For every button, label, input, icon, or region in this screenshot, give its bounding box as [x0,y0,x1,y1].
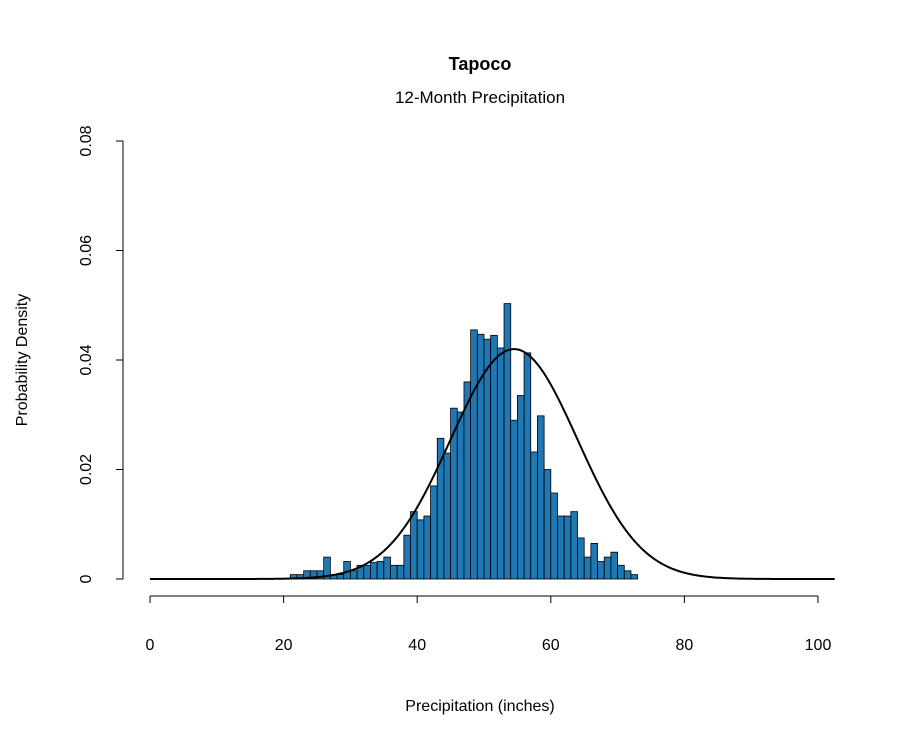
histogram-bar [403,534,411,580]
histogram-bar [603,556,612,580]
histogram-bar [470,329,478,580]
y-tick-label: 0.02 [78,454,95,485]
y-tick-label: 0.04 [78,344,95,375]
histogram-bar [537,415,545,580]
histogram-bar [523,352,532,580]
x-axis-label: Precipitation (inches) [405,698,554,715]
x-tick-label: 80 [676,637,694,654]
histogram-bar [483,338,492,580]
y-tick-label: 0.06 [78,235,95,266]
histogram-bar [456,411,465,580]
histogram-bar [597,561,605,580]
x-tick-label: 100 [805,637,832,654]
x-axis: 0 20 40 60 80 100 [146,595,832,654]
histogram-bar [443,452,452,580]
histogram-bar [510,419,518,580]
x-tick-label: 40 [408,637,426,654]
histogram-bar [463,381,472,580]
histogram-bar [577,537,585,580]
histogram-bar [390,564,398,580]
x-tick-label: 0 [146,637,155,654]
histogram-bar [323,556,331,580]
x-tick-label: 60 [542,637,560,654]
histogram-bar [517,395,525,580]
histogram-bar [617,564,625,580]
histogram-bar [590,543,598,580]
chart-subtitle: 12-Month Precipitation [395,88,565,107]
histogram-bar [370,562,378,580]
histogram-bar [423,515,431,580]
histogram-bar [530,451,538,580]
y-tick-label: 0 [78,574,95,583]
y-axis-label: Probability Density [14,294,31,427]
histogram-bar [336,574,345,580]
histogram-bar [396,564,405,580]
x-tick-label: 20 [275,637,293,654]
histogram-bar [349,570,358,580]
histogram-bar [410,511,418,580]
histogram-bar [610,551,618,580]
histogram-bar [376,561,385,580]
chart-title: Tapoco [449,54,512,74]
histogram-bar [363,564,371,580]
histogram-bars [289,303,639,580]
histogram-bar [543,469,552,580]
histogram-bar [416,519,425,580]
histogram-bar [563,515,572,580]
histogram-bar [430,485,438,580]
y-axis: 0 0.02 0.04 0.06 0.08 [78,125,124,583]
histogram-bar [550,492,558,580]
histogram-bar [503,303,512,580]
histogram-bar [630,574,639,580]
histogram-bar [623,570,632,580]
histogram-bar [490,334,498,580]
y-tick-label: 0.08 [78,125,95,156]
density-curve [150,348,835,580]
histogram-bar [383,556,391,580]
histogram-bar [583,556,592,580]
histogram-bar [496,347,505,580]
histogram-bar [570,511,578,580]
histogram-bar [476,333,485,580]
histogram-bar [557,515,565,580]
